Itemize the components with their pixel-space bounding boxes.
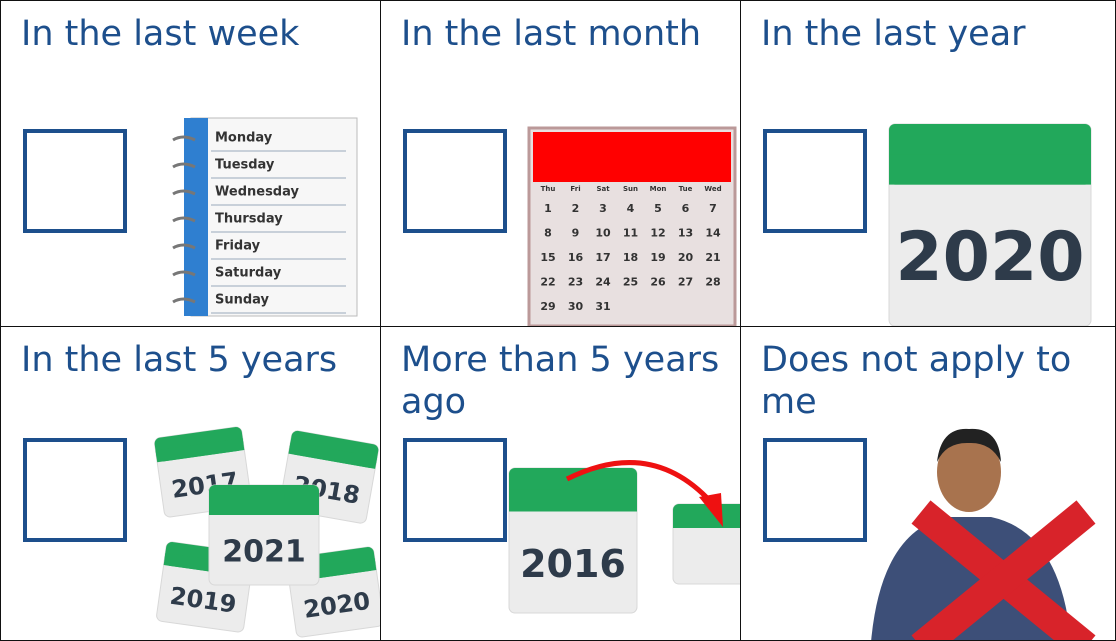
date: 10 (595, 227, 611, 240)
date: 11 (623, 227, 638, 240)
date: 17 (595, 251, 610, 264)
date: 1 (544, 202, 552, 215)
illustration-inner: 2016 (509, 463, 742, 613)
date: 14 (705, 227, 721, 240)
answer-checkbox[interactable] (763, 129, 867, 233)
date: 15 (540, 251, 555, 264)
date: 26 (650, 276, 666, 289)
date: 27 (678, 276, 693, 289)
weekday: Wednesday (215, 185, 299, 200)
answer-label: In the last 5 years (21, 339, 379, 381)
date: 29 (540, 300, 555, 313)
date: 13 (678, 227, 693, 240)
calendar-year: 2016 (520, 542, 626, 586)
weekday: Wed (704, 185, 721, 193)
calendar-icon: 2021 (209, 485, 319, 585)
answer-cell: Monday Tuesday Wednesday Thursday Friday Satu… (0, 0, 382, 328)
answer-cell: 2020 In the last year (740, 0, 1116, 328)
date: 21 (705, 251, 720, 264)
date: 16 (568, 251, 584, 264)
answer-label: In the last year (761, 13, 1113, 55)
answer-checkbox[interactable] (403, 129, 507, 233)
answer-label: Does not apply to me (761, 339, 1113, 423)
date: 31 (595, 300, 610, 313)
date: 7 (709, 202, 717, 215)
illustration (871, 429, 1086, 641)
illustration-inner: Monday Tuesday Wednesday Thursday Friday Satu… (173, 118, 357, 316)
answer-grid: Monday Tuesday Wednesday Thursday Friday Satu… (0, 0, 1116, 641)
date: 28 (705, 276, 720, 289)
weekday: Sat (596, 185, 610, 193)
answer-label: In the last week (21, 13, 379, 55)
calendar-year: 2020 (895, 218, 1084, 297)
date: 18 (623, 251, 638, 264)
weekday: Tue (679, 185, 693, 193)
date: 25 (623, 276, 638, 289)
date: 24 (595, 276, 611, 289)
calendar-icon: 2020 (889, 124, 1091, 326)
calendar-top-fill (889, 154, 1091, 184)
illustration: 2016 (509, 463, 742, 613)
date: 22 (540, 276, 555, 289)
weekday: Mon (650, 185, 667, 193)
calendar-top-fill (673, 516, 742, 528)
illustration: Monday Tuesday Wednesday Thursday Friday Satu… (173, 118, 357, 316)
answer-cell: Does not apply to me (740, 326, 1116, 641)
date: 9 (572, 227, 580, 240)
weekday: Sunday (215, 293, 270, 308)
date: 3 (599, 202, 607, 215)
answer-checkbox[interactable] (763, 438, 867, 542)
answer-checkbox[interactable] (23, 438, 127, 542)
date: 2 (572, 202, 580, 215)
answer-cell: 2016 More than 5 years ago (380, 326, 742, 641)
calendar-top-fill (209, 500, 319, 515)
answer-label: In the last month (401, 13, 739, 55)
calendar-icon: 2016 (509, 468, 637, 613)
weekday: Tuesday (215, 158, 275, 173)
date: 30 (568, 300, 584, 313)
illustration: 2020 (889, 124, 1091, 326)
weekday: Sun (623, 185, 638, 193)
date: 19 (650, 251, 665, 264)
weekday: Thu (541, 185, 556, 193)
date: 23 (568, 276, 583, 289)
date: 20 (678, 251, 694, 264)
weekday: Fri (570, 185, 580, 193)
illustration-inner: 2020 (889, 124, 1091, 326)
date: 12 (650, 227, 665, 240)
answer-checkbox[interactable] (403, 438, 507, 542)
calendar-header (533, 132, 731, 182)
date: 4 (627, 202, 635, 215)
date: 6 (682, 202, 690, 215)
weekday: Friday (215, 239, 261, 254)
weekday: Monday (215, 131, 273, 146)
answer-checkbox[interactable] (23, 129, 127, 233)
answer-label: More than 5 years ago (401, 339, 739, 423)
weekday: Saturday (215, 266, 282, 281)
calendar-icon (673, 504, 742, 584)
date: 5 (654, 202, 662, 215)
illustration-inner (871, 429, 1086, 641)
weekday: Thursday (215, 212, 283, 227)
date: 8 (544, 227, 552, 240)
calendar-top-fill (509, 490, 637, 512)
calendar-year: 2021 (222, 535, 306, 570)
